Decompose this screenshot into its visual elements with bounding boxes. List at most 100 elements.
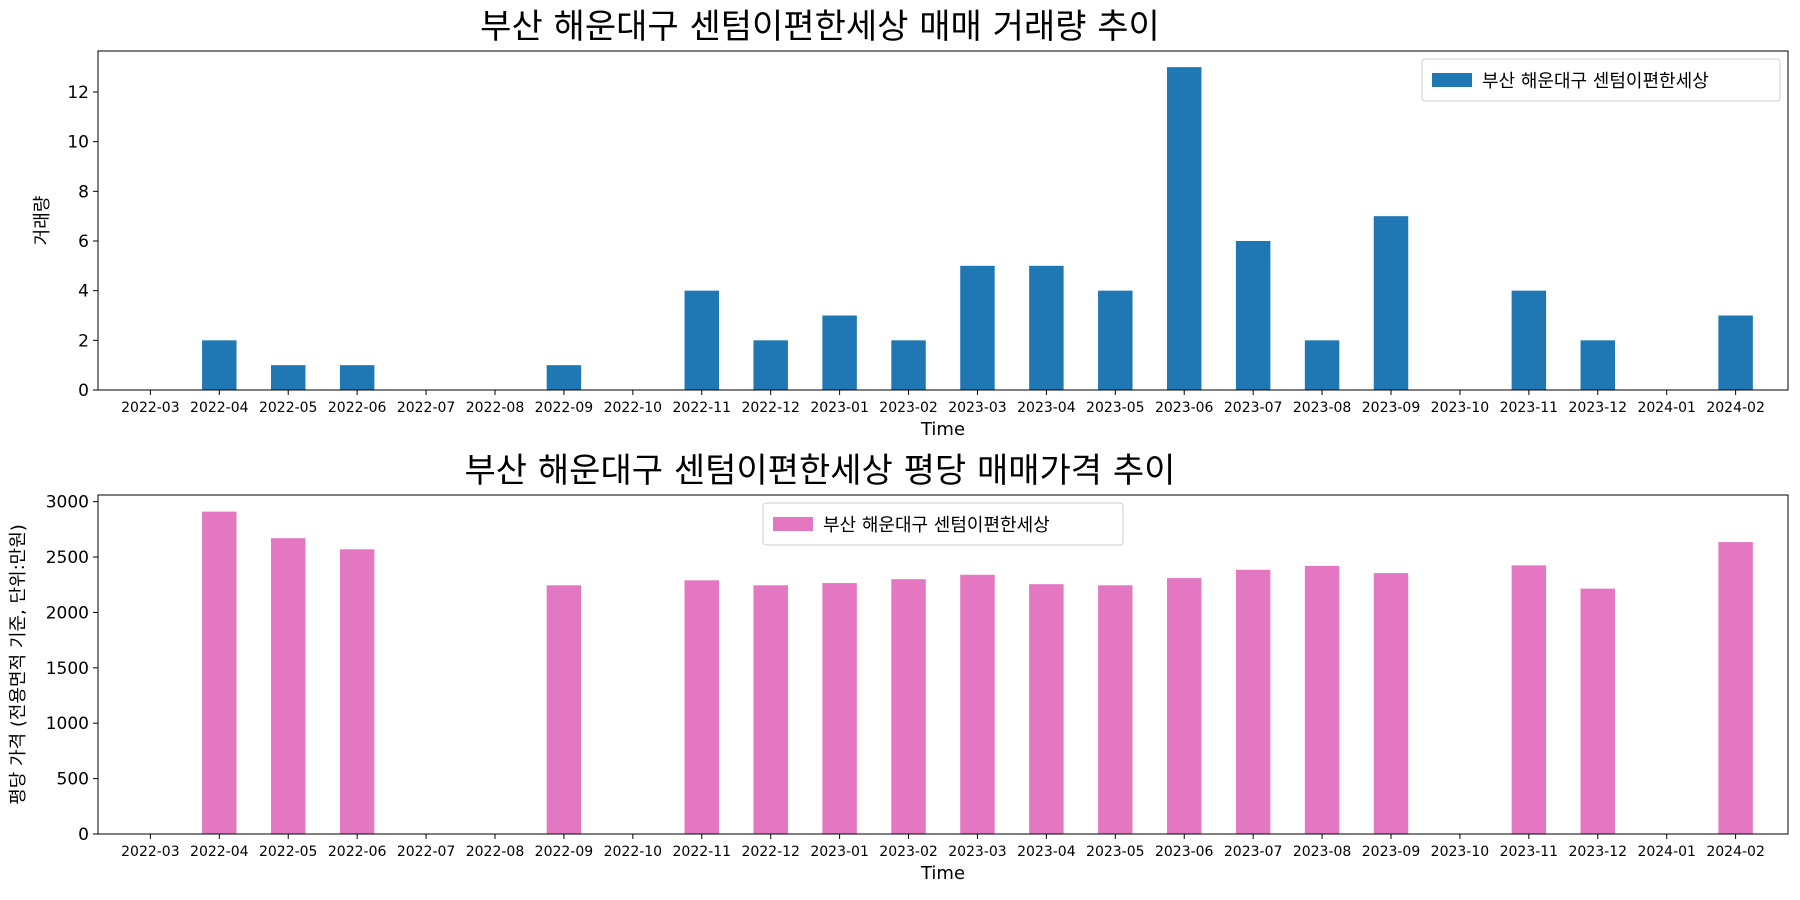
volume-chart-y-tick-label: 8 <box>78 182 89 202</box>
volume-chart-legend-label: 부산 해운대구 센텀이편한세상 <box>1482 71 1709 92</box>
volume-chart-x-tick-label: 2023-09 <box>1362 400 1421 416</box>
price-chart-x-tick-label: 2022-12 <box>741 844 800 860</box>
volume-chart-bar <box>339 365 375 390</box>
volume-chart-bar <box>960 265 995 390</box>
price-chart-bar <box>1167 578 1202 834</box>
volume-chart-legend: 부산 해운대구 센텀이편한세상 <box>1421 58 1781 102</box>
price-chart-x-tick-label: 2023-12 <box>1569 844 1628 860</box>
volume-chart-bar <box>891 340 926 390</box>
volume-chart-legend-box <box>1421 58 1781 102</box>
price-chart-x-tick-label: 2023-09 <box>1362 844 1421 860</box>
price-chart-y-tick-label: 1500 <box>46 659 89 679</box>
price-chart-bar <box>1718 542 1753 834</box>
volume-chart-bar <box>546 365 582 390</box>
price-chart-x-tick-label: 2023-07 <box>1224 844 1283 860</box>
volume-chart-bar <box>1718 315 1753 390</box>
volume-chart-x-tick-label: 2023-07 <box>1224 400 1283 416</box>
price-chart-y-tick-label: 2000 <box>46 603 89 623</box>
price-chart-x-tick-label: 2023-01 <box>810 844 869 860</box>
volume-chart-y-tick-label: 6 <box>78 232 89 252</box>
volume-chart-bar <box>1580 340 1615 390</box>
price-chart-bar <box>891 579 926 834</box>
price-chart-bar <box>1029 584 1064 834</box>
price-chart-x-tick-label: 2023-05 <box>1086 844 1145 860</box>
price-chart-bar <box>753 585 788 834</box>
volume-chart-bar <box>202 340 237 390</box>
price-chart-bar <box>1373 573 1409 834</box>
price-chart-x-tick-label: 2022-05 <box>259 844 318 860</box>
volume-chart-x-tick-label: 2023-11 <box>1500 400 1559 416</box>
price-chart-frame <box>97 494 1789 835</box>
volume-chart-x-tick-label: 2023-01 <box>810 400 869 416</box>
price-chart-bar <box>1304 565 1340 834</box>
volume-chart-x-tick-label: 2022-05 <box>259 400 318 416</box>
volume-chart-plot: 2022-03 2022-04 2022-05 2022-06 2022-07 2022-… <box>67 67 1765 416</box>
price-chart-x-tick-label: 2022-04 <box>190 844 249 860</box>
volume-chart-bar <box>1373 216 1409 390</box>
volume-chart-x-tick-label: 2023-02 <box>879 400 938 416</box>
volume-chart-x-tick-label: 2024-01 <box>1637 400 1696 416</box>
price-chart-title: 부산 해운대구 센텀이편한세상 평당 매매가격 추이 <box>465 451 1176 491</box>
volume-chart-bar <box>1235 240 1271 390</box>
price-chart-x-tick-label: 2023-04 <box>1017 844 1076 860</box>
price-chart-legend: 부산 해운대구 센텀이편한세상 <box>762 502 1124 546</box>
price-chart-x-tick-label: 2023-06 <box>1155 844 1214 860</box>
volume-chart-y-axis-label: 거래량 <box>32 196 53 246</box>
volume-chart-x-tick-label: 2023-12 <box>1569 400 1628 416</box>
price-chart-bar <box>822 583 857 834</box>
volume-chart-y-tick-label: 0 <box>78 381 89 401</box>
volume-chart-x-tick-label: 2022-09 <box>535 400 594 416</box>
volume-chart-x-tick-label: 2022-04 <box>190 400 249 416</box>
volume-chart-y-tick-label: 2 <box>78 331 89 351</box>
price-chart-bar <box>1235 569 1271 834</box>
volume-chart-x-tick-label: 2023-06 <box>1155 400 1214 416</box>
volume-chart-x-tick-label: 2022-11 <box>673 400 732 416</box>
price-chart-bar <box>202 511 237 834</box>
volume-chart-bar <box>1304 340 1340 390</box>
volume-chart-bar <box>1029 265 1064 390</box>
volume-chart-x-tick-label: 2023-03 <box>948 400 1007 416</box>
price-chart-bar <box>1511 565 1547 834</box>
price-chart-bar <box>546 585 582 834</box>
price-chart-x-tick-label: 2023-03 <box>948 844 1007 860</box>
price-chart-x-tick-label: 2023-08 <box>1293 844 1352 860</box>
volume-chart-x-tick-label: 2022-07 <box>397 400 456 416</box>
volume-chart-x-tick-label: 2022-08 <box>466 400 525 416</box>
price-chart-bar <box>1580 588 1615 834</box>
volume-chart-y-tick-label: 10 <box>67 133 89 153</box>
volume-chart-bar <box>684 290 719 390</box>
volume-chart-title: 부산 해운대구 센텀이편한세상 매매 거래량 추이 <box>480 7 1160 47</box>
price-chart-bar <box>339 549 375 834</box>
volume-chart-legend-swatch <box>1432 73 1472 87</box>
volume-chart: 부산 해운대구 센텀이편한세상 매매 거래량 추이 2022-03 2022-04… <box>32 7 1789 440</box>
price-chart-x-tick-label: 2022-11 <box>673 844 732 860</box>
volume-chart-bar <box>1167 67 1202 390</box>
price-chart-y-tick-label: 3000 <box>46 493 89 513</box>
volume-chart-bar <box>753 340 788 390</box>
price-chart-y-tick-label: 1000 <box>46 714 89 734</box>
volume-chart-x-tick-label: 2023-04 <box>1017 400 1076 416</box>
price-chart-x-tick-label: 2022-03 <box>121 844 180 860</box>
price-chart-bar <box>684 580 719 834</box>
price-chart-y-axis-label: 평당 가격 (전용면적 기준, 단위:만원) <box>8 524 29 805</box>
price-chart-x-tick-label: 2022-07 <box>397 844 456 860</box>
price-chart-legend-label: 부산 해운대구 센텀이편한세상 <box>823 515 1050 536</box>
price-chart-x-tick-label: 2022-10 <box>604 844 663 860</box>
volume-chart-y-tick-label: 12 <box>67 83 89 103</box>
volume-chart-x-axis-label: Time <box>920 419 965 440</box>
volume-chart-bar <box>1511 290 1547 390</box>
price-chart-x-tick-label: 2022-08 <box>466 844 525 860</box>
price-chart-legend-swatch <box>773 517 813 531</box>
price-chart-legend-box <box>762 502 1124 546</box>
volume-chart-bar <box>1098 290 1133 390</box>
price-chart-y-tick-label: 0 <box>78 825 89 845</box>
price-chart-x-tick-label: 2023-10 <box>1431 844 1490 860</box>
price-chart-plot: 2022-03 2022-04 2022-05 2022-06 2022-07 2022-… <box>46 493 1765 860</box>
volume-chart-x-tick-label: 2023-10 <box>1431 400 1490 416</box>
price-chart-x-tick-label: 2022-06 <box>328 844 387 860</box>
price-chart-x-tick-label: 2024-01 <box>1637 844 1696 860</box>
price-chart-x-axis-label: Time <box>920 863 965 884</box>
volume-chart-y-tick-label: 4 <box>78 282 89 302</box>
volume-chart-x-tick-label: 2022-12 <box>741 400 800 416</box>
